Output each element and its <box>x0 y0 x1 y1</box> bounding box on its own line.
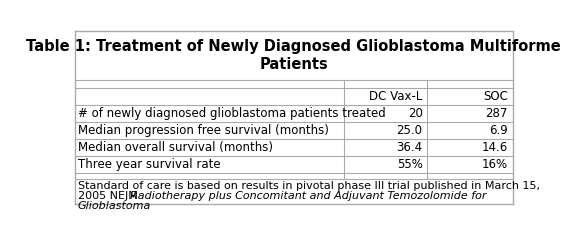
Text: 16%: 16% <box>482 158 508 171</box>
Text: Standard of care is based on results in pivotal phase III trial published in Mar: Standard of care is based on results in … <box>78 181 540 191</box>
Text: Glioblastoma: Glioblastoma <box>78 201 151 211</box>
Text: 287: 287 <box>485 107 508 120</box>
Text: Median overall survival (months): Median overall survival (months) <box>78 141 273 154</box>
Text: 2005 NEJM:: 2005 NEJM: <box>78 191 145 201</box>
Text: DC Vax-L: DC Vax-L <box>369 90 422 103</box>
Text: Median progression free survival (months): Median progression free survival (months… <box>78 124 329 137</box>
Text: 25.0: 25.0 <box>397 124 422 137</box>
Text: SOC: SOC <box>483 90 508 103</box>
Text: 20: 20 <box>407 107 422 120</box>
Text: 14.6: 14.6 <box>482 141 508 154</box>
Text: Table 1: Treatment of Newly Diagnosed Glioblastoma Multiforme
Patients: Table 1: Treatment of Newly Diagnosed Gl… <box>26 39 561 72</box>
Text: 6.9: 6.9 <box>489 124 508 137</box>
Text: Radiotherapy plus Concomitant and Adjuvant Temozolomide for: Radiotherapy plus Concomitant and Adjuva… <box>129 191 486 201</box>
Text: 36.4: 36.4 <box>397 141 422 154</box>
Text: # of newly diagnosed glioblastoma patients treated: # of newly diagnosed glioblastoma patien… <box>78 107 386 120</box>
Text: 55%: 55% <box>397 158 422 171</box>
Text: Three year survival rate: Three year survival rate <box>78 158 221 171</box>
